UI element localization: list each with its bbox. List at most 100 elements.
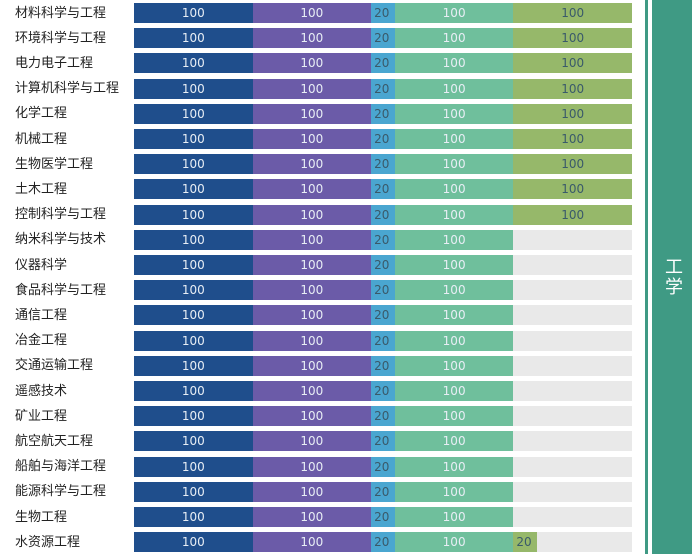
row-label: 纳米科学与技术: [15, 232, 107, 248]
bar-segment-3: 20: [371, 406, 395, 427]
bar-segment-5: 100: [513, 103, 632, 124]
bar-segment-1: 100: [134, 456, 253, 477]
bar-segment-3: 20: [371, 305, 395, 326]
bar-segment-5: 100: [513, 204, 632, 225]
row-label: 能源科学与工程: [15, 484, 107, 500]
row-label: 生物工程: [15, 509, 68, 525]
row-label: 化学工程: [15, 106, 68, 122]
bar-segment-2: 100: [252, 355, 372, 376]
bar-segment-2: 100: [252, 305, 372, 326]
bar-segment-4: 100: [394, 406, 514, 427]
bar-segment-5: 100: [513, 129, 632, 149]
bar-segment-4: 100: [394, 532, 514, 553]
bar-segment-1: 100: [134, 305, 253, 326]
bar-segment-2: 100: [252, 330, 372, 351]
bar-segment-3: 20: [371, 229, 395, 250]
bar-segment-2: 100: [252, 456, 372, 477]
bar-segment-3: 20: [371, 481, 395, 502]
bar-segment-2: 100: [252, 406, 372, 427]
bar-segment-4: 100: [394, 154, 514, 175]
bar-segment-1: 100: [134, 431, 253, 452]
bar-segment-1: 100: [134, 255, 253, 275]
bar-segment-2: 100: [252, 78, 372, 99]
bar-segment-3: 20: [371, 507, 395, 527]
bar-segment-2: 100: [252, 103, 372, 124]
bar-segment-1: 100: [134, 3, 253, 23]
bar-segment-5: 100: [513, 3, 632, 23]
bar-segment-4: 100: [394, 330, 514, 351]
bar-segment-5: 100: [513, 53, 632, 74]
bar-segment-3: 20: [371, 179, 395, 200]
row-label: 土木工程: [15, 181, 68, 197]
bar-segment-4: 100: [394, 179, 514, 200]
bar-segment-3: 20: [371, 129, 395, 149]
bar-segment-1: 100: [134, 481, 253, 502]
bar-segment-4: 100: [394, 204, 514, 225]
row-label: 环境科学与工程: [15, 30, 107, 46]
bar-segment-1: 100: [134, 355, 253, 376]
row-label: 生物医学工程: [15, 156, 94, 172]
bar-segment-2: 100: [252, 3, 372, 23]
bar-segment-1: 100: [134, 280, 253, 301]
bar-segment-4: 100: [394, 229, 514, 250]
bar-segment-3: 20: [371, 204, 395, 225]
bar-segment-2: 100: [252, 179, 372, 200]
bar-segment-3: 20: [371, 381, 395, 401]
row-label: 机械工程: [15, 131, 68, 147]
bar-segment-2: 100: [252, 129, 372, 149]
bar-segment-2: 100: [252, 507, 372, 527]
bar-segment-1: 100: [134, 229, 253, 250]
category-band: 工学: [652, 0, 692, 554]
row-label: 船舶与海洋工程: [15, 459, 107, 475]
bar-segment-2: 100: [252, 431, 372, 452]
bar-segment-1: 100: [134, 330, 253, 351]
bar-segment-5: 100: [513, 179, 632, 200]
bar-segment-4: 100: [394, 381, 514, 401]
bar-segment-4: 100: [394, 53, 514, 74]
bar-segment-3: 20: [371, 355, 395, 376]
row-label: 计算机科学与工程: [15, 81, 120, 97]
bar-segment-4: 100: [394, 28, 514, 49]
bar-segment-1: 100: [134, 507, 253, 527]
bar-segment-1: 100: [134, 103, 253, 124]
bar-segment-3: 20: [371, 154, 395, 175]
bar-segment-4: 100: [394, 78, 514, 99]
bar-segment-4: 100: [394, 355, 514, 376]
bar-segment-4: 100: [394, 129, 514, 149]
bar-segment-5: 100: [513, 154, 632, 175]
bar-segment-3: 20: [371, 280, 395, 301]
row-label: 控制科学与工程: [15, 207, 107, 223]
bar-segment-5: 100: [513, 28, 632, 49]
bar-segment-3: 20: [371, 330, 395, 351]
bar-segment-2: 100: [252, 255, 372, 275]
bar-segment-1: 100: [134, 179, 253, 200]
row-label: 航空航天工程: [15, 433, 94, 449]
row-label: 食品科学与工程: [15, 282, 107, 298]
bar-segment-2: 100: [252, 229, 372, 250]
bar-segment-5: 100: [513, 78, 632, 99]
row-label: 通信工程: [15, 307, 68, 323]
category-label: 工学: [662, 257, 683, 297]
bar-segment-2: 100: [252, 280, 372, 301]
bar-segment-4: 100: [394, 280, 514, 301]
group-divider: [645, 0, 648, 554]
bar-segment-2: 100: [252, 204, 372, 225]
bar-segment-1: 100: [134, 406, 253, 427]
bar-segment-4: 100: [394, 507, 514, 527]
bar-segment-4: 100: [394, 481, 514, 502]
bar-segment-3: 20: [371, 431, 395, 452]
row-label: 电力电子工程: [15, 55, 94, 71]
bar-segment-1: 100: [134, 78, 253, 99]
bar-segment-3: 20: [371, 78, 395, 99]
bar-segment-2: 100: [252, 532, 372, 553]
row-label: 矿业工程: [15, 408, 68, 424]
bar-segment-5: 20: [513, 532, 538, 553]
bar-segment-2: 100: [252, 154, 372, 175]
bar-segment-1: 100: [134, 532, 253, 553]
bar-segment-4: 100: [394, 431, 514, 452]
bar-segment-3: 20: [371, 103, 395, 124]
bar-segment-4: 100: [394, 305, 514, 326]
bar-segment-3: 20: [371, 3, 395, 23]
bar-segment-4: 100: [394, 3, 514, 23]
